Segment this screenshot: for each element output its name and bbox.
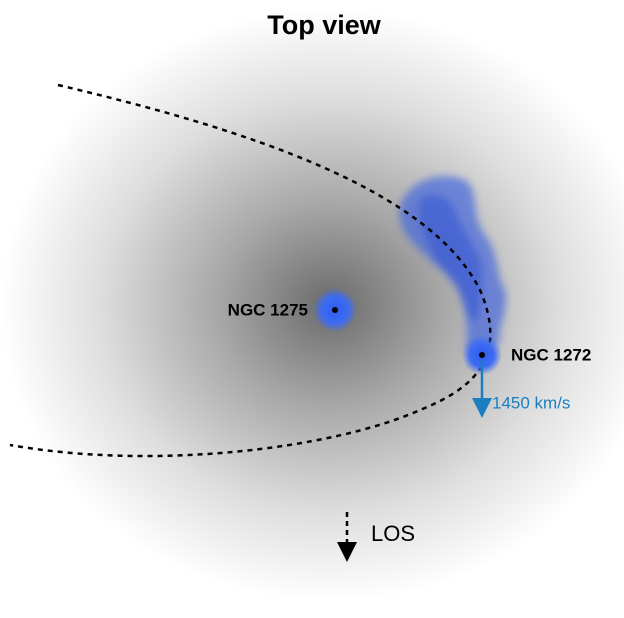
title: Top view [267, 10, 382, 40]
node-label: NGC 1275 [228, 300, 308, 319]
los-label: LOS [371, 521, 415, 546]
velocity-label: 1450 km/s [492, 393, 570, 412]
tail [399, 176, 507, 350]
node-label: NGC 1272 [511, 345, 591, 364]
galaxy-center [332, 307, 338, 313]
galaxy-center [479, 352, 485, 358]
